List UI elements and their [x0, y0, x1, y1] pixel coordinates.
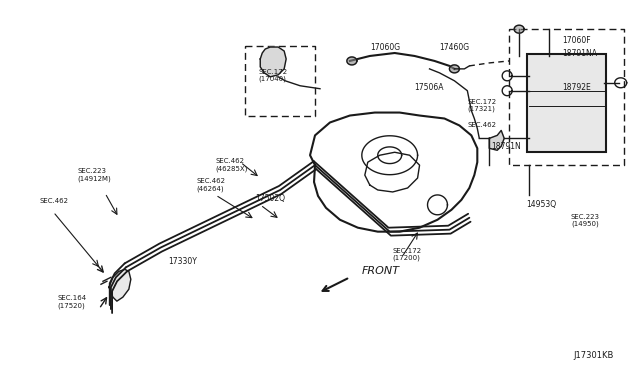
Polygon shape: [449, 65, 460, 73]
Text: SEC.164
(17520): SEC.164 (17520): [57, 295, 86, 309]
Polygon shape: [489, 131, 504, 150]
Text: J17301KB: J17301KB: [573, 351, 613, 360]
Text: 14953Q: 14953Q: [526, 200, 556, 209]
Text: SEC.223
(14950): SEC.223 (14950): [571, 214, 600, 227]
Text: SEC.172
(17200): SEC.172 (17200): [393, 247, 422, 261]
Text: 17330Y: 17330Y: [169, 257, 198, 266]
Text: SEC.172
(17321): SEC.172 (17321): [467, 99, 497, 112]
Text: SEC.462: SEC.462: [467, 122, 497, 128]
Text: SEC.462
(46264): SEC.462 (46264): [196, 178, 225, 192]
Text: SEC.172
(17040): SEC.172 (17040): [259, 69, 287, 82]
Text: FRONT: FRONT: [362, 266, 400, 276]
Polygon shape: [514, 25, 524, 33]
Text: 18792E: 18792E: [562, 83, 591, 92]
Text: 18791N: 18791N: [492, 142, 521, 151]
Text: SEC.462: SEC.462: [39, 198, 68, 204]
Text: 17506A: 17506A: [415, 83, 444, 92]
FancyBboxPatch shape: [527, 54, 605, 152]
Text: SEC.223
(14912M): SEC.223 (14912M): [77, 168, 111, 182]
Text: SEC.462
(46285X): SEC.462 (46285X): [216, 158, 248, 172]
Polygon shape: [109, 269, 131, 301]
Text: 17502Q: 17502Q: [255, 194, 285, 203]
Polygon shape: [347, 57, 357, 65]
Text: 17460G: 17460G: [440, 43, 470, 52]
Text: 18791NA: 18791NA: [562, 49, 597, 58]
Polygon shape: [260, 47, 286, 77]
Text: 17060F: 17060F: [562, 36, 591, 45]
Text: 17060G: 17060G: [370, 43, 400, 52]
